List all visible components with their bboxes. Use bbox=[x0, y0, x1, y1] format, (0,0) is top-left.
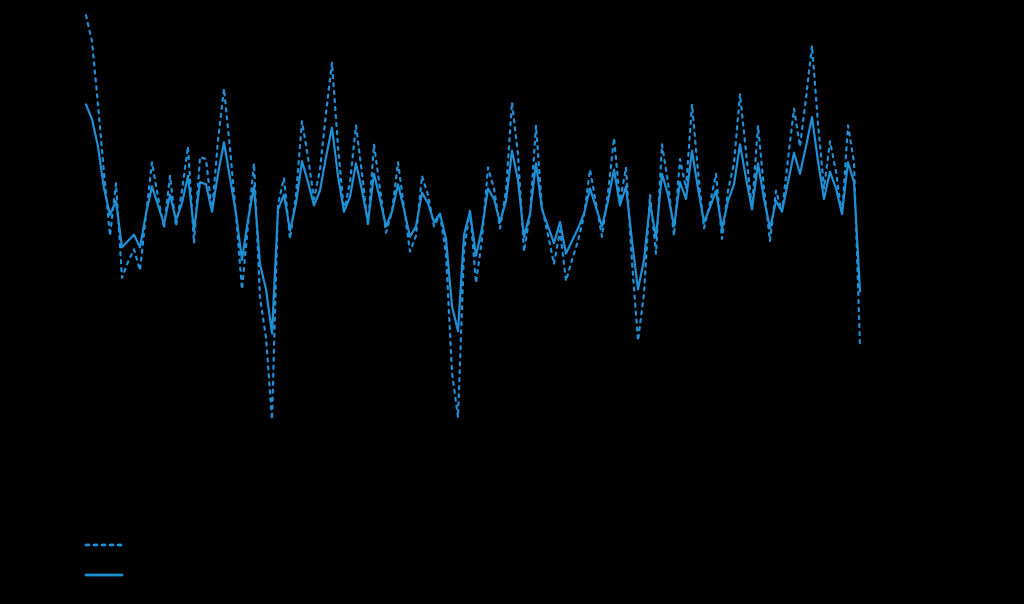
chart-background bbox=[0, 0, 1024, 604]
timeseries-chart bbox=[0, 0, 1024, 604]
